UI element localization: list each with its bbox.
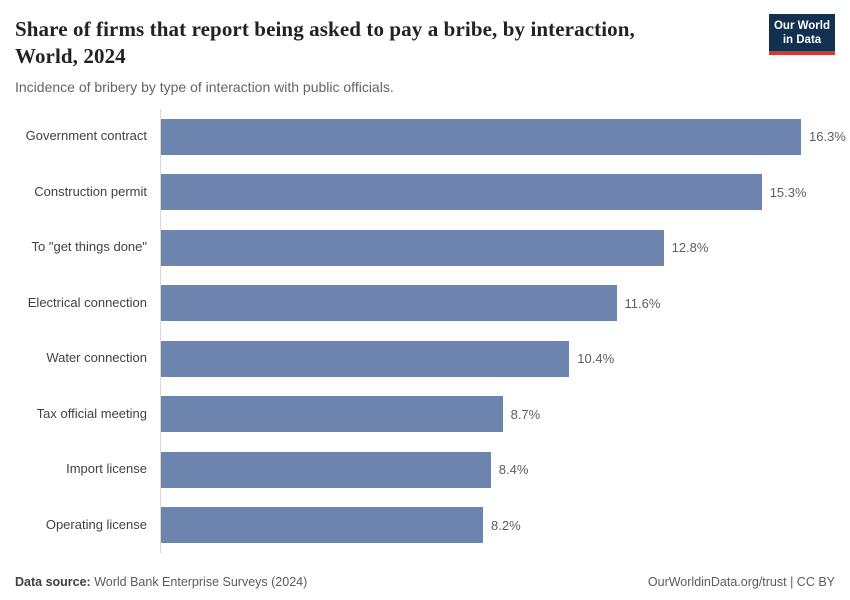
value-label: 15.3%	[769, 184, 807, 200]
bar[interactable]	[161, 174, 762, 211]
chart-row: Water connection 10.4%	[15, 331, 835, 387]
category-label: To "get things done"	[31, 239, 147, 255]
category-label: Import license	[66, 461, 147, 477]
value-label: 12.8%	[671, 240, 709, 256]
bar[interactable]	[161, 340, 570, 377]
bar-track: 8.7%	[160, 386, 835, 442]
data-source-label: Data source:	[15, 575, 91, 589]
value-label: 16.3%	[809, 129, 846, 145]
chart-rows: Government contract 16.3% Construction per…	[15, 109, 846, 553]
bar[interactable]	[161, 285, 617, 322]
data-source-value: World Bank Enterprise Surveys (2024)	[90, 575, 308, 589]
owid-logo-line-2: in Data	[782, 34, 822, 46]
chart-row: Operating license 8.2%	[15, 497, 835, 553]
value-label: 8.7%	[510, 406, 541, 422]
bar-chart: Government contract 16.3% Construction per…	[15, 109, 846, 553]
category-label: Government contract	[25, 128, 147, 144]
chart-title-line-2: World, 2024	[15, 44, 126, 68]
chart-title-line-1: Share of firms that report being asked t…	[15, 17, 635, 41]
bar[interactable]	[161, 507, 483, 544]
bar[interactable]	[161, 396, 503, 433]
chart-row: Electrical connection 11.6%	[15, 275, 835, 331]
bar-track: 15.3%	[160, 164, 835, 220]
value-label: 11.6%	[624, 295, 661, 311]
chart-row: Construction permit 15.3%	[15, 164, 835, 220]
bar-track: 8.4%	[160, 442, 835, 498]
owid-logo-line-1: Our World	[773, 20, 830, 32]
category-label: Operating license	[45, 516, 147, 532]
bar[interactable]	[161, 229, 664, 266]
owid-license-link[interactable]: OurWorldinData.org/trust | CC BY	[647, 575, 835, 589]
category-label: Tax official meeting	[36, 405, 147, 421]
header: Share of firms that report being asked t…	[15, 14, 835, 95]
bar[interactable]	[161, 118, 801, 155]
chart-row: Import license 8.4%	[15, 442, 835, 498]
chart-subtitle: Incidence of bribery by type of interact…	[15, 79, 394, 95]
bar-track: 10.4%	[160, 331, 835, 387]
data-source-note: Data source: World Bank Enterprise Surve…	[15, 575, 307, 589]
category-label: Electrical connection	[27, 294, 147, 310]
category-label: Water connection	[46, 350, 147, 366]
footer: Data source: World Bank Enterprise Surve…	[15, 575, 835, 589]
chart-title: Share of firms that report being asked t…	[15, 16, 715, 70]
bar-track: 16.3%	[160, 109, 846, 165]
chart-row: To "get things done" 12.8%	[15, 220, 835, 276]
chart-row: Tax official meeting 8.7%	[15, 386, 835, 442]
value-label: 8.2%	[491, 517, 521, 533]
bar-track: 12.8%	[160, 220, 835, 276]
bar[interactable]	[161, 451, 491, 488]
value-label: 10.4%	[577, 351, 615, 367]
owid-logo: Our World in Data	[769, 14, 835, 55]
bar-track: 8.2%	[160, 497, 835, 553]
value-label: 8.4%	[498, 462, 529, 478]
category-label: Construction permit	[34, 183, 147, 199]
chart-row: Government contract 16.3%	[15, 109, 846, 165]
bar-track: 11.6%	[160, 275, 835, 331]
